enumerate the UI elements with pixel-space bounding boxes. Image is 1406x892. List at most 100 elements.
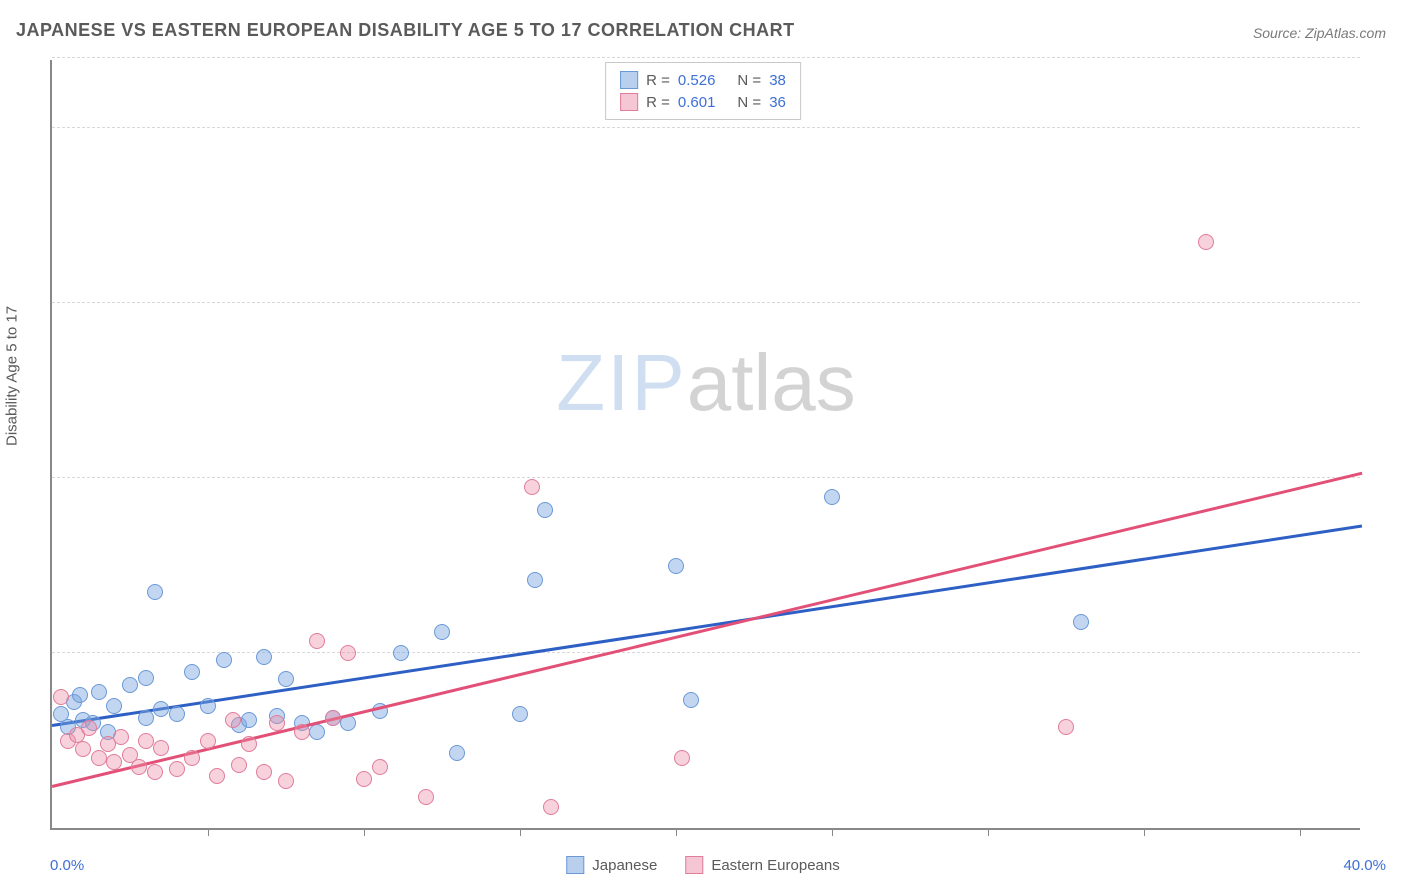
data-point (537, 502, 553, 518)
data-point (131, 759, 147, 775)
legend-swatch (620, 71, 638, 89)
watermark: ZIPatlas (556, 337, 855, 429)
data-point (106, 698, 122, 714)
data-point (418, 789, 434, 805)
legend-swatch (685, 856, 703, 874)
data-point (269, 715, 285, 731)
data-point (512, 706, 528, 722)
data-point (72, 687, 88, 703)
r-value: 0.526 (678, 72, 716, 89)
data-point (216, 652, 232, 668)
data-point (668, 558, 684, 574)
n-label: N = (737, 72, 761, 89)
data-point (106, 754, 122, 770)
legend-label: Japanese (592, 857, 657, 874)
data-point (147, 764, 163, 780)
legend-swatch (566, 856, 584, 874)
n-value: 36 (769, 94, 786, 111)
chart-title: JAPANESE VS EASTERN EUROPEAN DISABILITY … (16, 20, 795, 41)
data-point (256, 764, 272, 780)
n-value: 38 (769, 72, 786, 89)
source-attribution: Source: ZipAtlas.com (1253, 25, 1386, 41)
x-tick (208, 828, 209, 836)
r-label: R = (646, 72, 670, 89)
watermark-atlas: atlas (687, 338, 856, 427)
data-point (674, 750, 690, 766)
data-point (278, 671, 294, 687)
data-point (184, 750, 200, 766)
gridline (52, 652, 1360, 653)
source-name: ZipAtlas.com (1305, 25, 1386, 41)
gridline (52, 57, 1360, 58)
x-axis-max-label: 40.0% (1343, 857, 1386, 874)
data-point (449, 745, 465, 761)
legend-item: Japanese (566, 856, 657, 874)
n-label: N = (737, 94, 761, 111)
data-point (278, 773, 294, 789)
data-point (225, 712, 241, 728)
data-point (683, 692, 699, 708)
data-point (256, 649, 272, 665)
gridline (52, 477, 1360, 478)
data-point (209, 768, 225, 784)
data-point (294, 724, 310, 740)
source-prefix: Source: (1253, 25, 1305, 41)
correlation-legend: R = 0.526 N = 38 R = 0.601 N = 36 (605, 62, 801, 120)
r-value: 0.601 (678, 94, 716, 111)
data-point (543, 799, 559, 815)
x-tick (988, 828, 989, 836)
data-point (527, 572, 543, 588)
data-point (200, 733, 216, 749)
legend-stat-row: R = 0.601 N = 36 (620, 91, 786, 113)
data-point (1198, 234, 1214, 250)
chart-container: JAPANESE VS EASTERN EUROPEAN DISABILITY … (0, 0, 1406, 892)
data-point (356, 771, 372, 787)
data-point (372, 759, 388, 775)
data-point (1058, 719, 1074, 735)
data-point (75, 741, 91, 757)
x-tick (520, 828, 521, 836)
y-axis-title: Disability Age 5 to 17 (4, 306, 21, 446)
data-point (200, 698, 216, 714)
x-tick (1300, 828, 1301, 836)
data-point (147, 584, 163, 600)
legend-item: Eastern Europeans (685, 856, 839, 874)
data-point (309, 633, 325, 649)
data-point (91, 750, 107, 766)
x-tick (1144, 828, 1145, 836)
x-axis-min-label: 0.0% (50, 857, 84, 874)
data-point (340, 645, 356, 661)
trendline (52, 525, 1362, 727)
x-tick (364, 828, 365, 836)
data-point (138, 710, 154, 726)
r-label: R = (646, 94, 670, 111)
data-point (91, 684, 107, 700)
watermark-zip: ZIP (556, 338, 686, 427)
data-point (122, 677, 138, 693)
legend-stat-row: R = 0.526 N = 38 (620, 69, 786, 91)
x-tick (676, 828, 677, 836)
data-point (309, 724, 325, 740)
data-point (184, 664, 200, 680)
x-tick (832, 828, 833, 836)
data-point (524, 479, 540, 495)
data-point (393, 645, 409, 661)
data-point (169, 706, 185, 722)
data-point (138, 733, 154, 749)
data-point (153, 701, 169, 717)
data-point (113, 729, 129, 745)
data-point (138, 670, 154, 686)
data-point (434, 624, 450, 640)
legend-label: Eastern Europeans (711, 857, 839, 874)
data-point (241, 712, 257, 728)
data-point (325, 710, 341, 726)
data-point (81, 720, 97, 736)
legend-swatch (620, 93, 638, 111)
data-point (169, 761, 185, 777)
gridline (52, 302, 1360, 303)
gridline (52, 127, 1360, 128)
data-point (53, 689, 69, 705)
data-point (824, 489, 840, 505)
data-point (241, 736, 257, 752)
data-point (153, 740, 169, 756)
